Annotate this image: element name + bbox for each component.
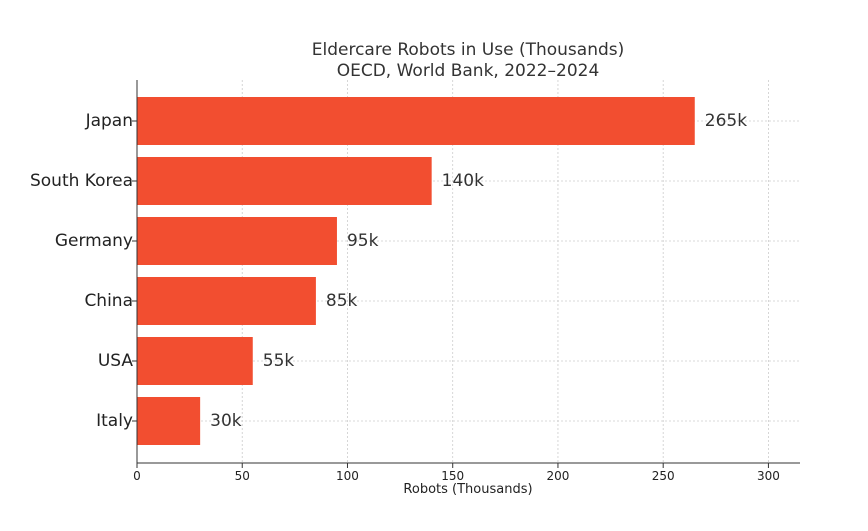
x-tick-label: 300 xyxy=(757,469,780,483)
bar xyxy=(137,337,253,385)
bar xyxy=(137,97,695,145)
data-labels-group: 265k 140k 95k 85k 55k 30k xyxy=(210,111,747,431)
bar-value-label: 85k xyxy=(326,291,358,311)
y-category-label: Japan xyxy=(85,111,133,131)
x-tick-label: 0 xyxy=(133,469,141,483)
axes xyxy=(136,80,800,464)
chart-subtitle: OECD, World Bank, 2022–2024 xyxy=(337,61,600,81)
bar xyxy=(137,157,432,205)
y-category-label: USA xyxy=(98,351,134,371)
bar-value-label: 55k xyxy=(263,351,295,371)
y-category-label: China xyxy=(84,291,133,311)
x-tick-label: 200 xyxy=(546,469,569,483)
x-tick-label: 100 xyxy=(336,469,359,483)
bar-value-label: 30k xyxy=(210,411,242,431)
bar xyxy=(137,277,316,325)
bar-value-label: 265k xyxy=(705,111,747,131)
x-tick-label: 150 xyxy=(441,469,464,483)
y-category-label: Italy xyxy=(96,411,133,431)
bar xyxy=(137,217,337,265)
bar xyxy=(137,397,201,445)
y-categories-group: Japan South Korea Germany China USA Italy xyxy=(30,111,137,431)
y-category-label: South Korea xyxy=(30,171,133,191)
bars-group xyxy=(137,97,695,445)
y-category-label: Germany xyxy=(55,231,133,251)
x-tick-label: 250 xyxy=(652,469,675,483)
x-ticks-group: 0 50 100 150 200 250 300 xyxy=(133,463,780,483)
bar-value-label: 95k xyxy=(347,231,379,251)
bar-value-label: 140k xyxy=(442,171,484,191)
x-tick-label: 50 xyxy=(235,469,250,483)
chart-title: Eldercare Robots in Use (Thousands) xyxy=(312,40,625,60)
x-axis-label: Robots (Thousands) xyxy=(403,482,532,497)
